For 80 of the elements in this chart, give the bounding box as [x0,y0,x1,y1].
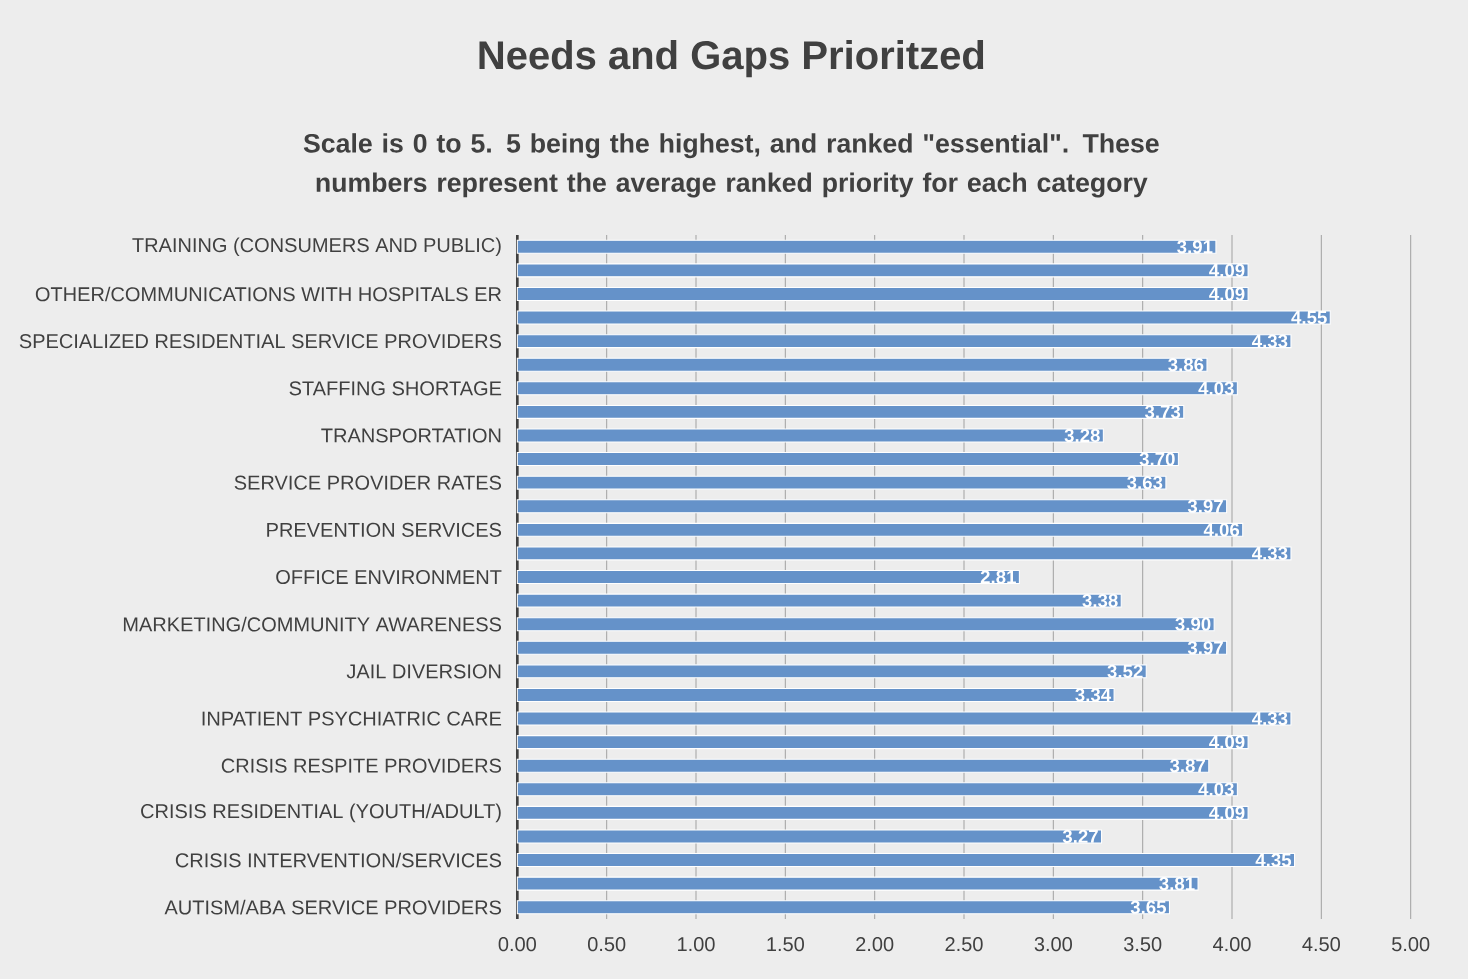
bar [516,452,1179,467]
y-tick-label: CRISIS INTERVENTION/SERVICES [175,852,502,868]
y-tick-label: TRANSPORTATION [321,428,501,443]
data-label: 3.38 [1082,593,1118,608]
data-label: 4.09 [1209,263,1245,277]
bar [516,499,1228,514]
data-label: 3.86 [1168,358,1204,372]
y-tick-label: JAIL DIVERSION [346,664,501,679]
data-label: 4.03 [1198,381,1234,395]
bar [516,381,1238,396]
bar [516,239,1217,254]
bar [516,404,1185,419]
y-tick-label: OTHER/COMMUNICATIONS WITH HOSPITALS ER [35,286,502,302]
bar [516,853,1296,868]
y-tick-label: SERVICE PROVIDER RATES [234,475,502,490]
y-tick-label: TRAINING (CONSUMERS AND PUBLIC) [132,237,501,257]
data-label: 4.06 [1203,523,1240,537]
bar [516,687,1115,702]
bar [516,546,1292,561]
x-tick-label: 3.00 [1034,937,1072,952]
bar [516,475,1167,490]
y-tick-label: OFFICE ENVIRONMENT [276,569,502,585]
data-label: 3.91 [1177,240,1213,254]
bar [516,664,1147,679]
x-tick-label: 2.00 [856,937,894,952]
bar [516,782,1238,797]
bar [516,593,1122,608]
y-tick-label: PREVENTION SERVICES [267,522,502,537]
bar [516,286,1249,301]
bar [516,711,1292,726]
bar [516,876,1199,891]
data-label: 4.03 [1198,782,1234,796]
x-tick-label: 1.50 [767,937,804,952]
y-tick-label: AUTISM/ABA SERVICE PROVIDERS [164,899,502,915]
chart-subtitle: Scale is 0 to 5. 5 being the highest, and ranked "essential". These numbers represent the average ranked priority for each category [303,133,1159,198]
y-tick-label: CRISIS RESIDENTIAL (YOUTH/ADULT) [141,803,501,823]
bar [516,640,1228,655]
y-tick-label: SPECIALIZED RESIDENTIAL SERVICE PROVIDERS [19,334,502,349]
bar [516,428,1104,443]
bar [516,334,1292,349]
y-tick-label: MARKETING/COMMUNITY AWARENESS [123,616,502,632]
bar [516,735,1249,750]
x-tick-label: 1.00 [678,937,715,952]
data-label: 3.81 [1159,876,1195,891]
data-label: 3.27 [1062,829,1098,844]
x-tick-label: 4.00 [1213,937,1251,952]
x-tick-label: 5.00 [1392,937,1430,952]
bar [516,310,1331,325]
bar [516,263,1249,278]
data-label: 4.33 [1251,711,1288,726]
data-label: 3.97 [1187,641,1223,655]
data-label: 3.52 [1107,664,1143,678]
data-label: 3.34 [1075,688,1112,702]
data-label: 3.28 [1064,428,1100,443]
x-tick-label: 0.00 [498,937,536,952]
bar [516,758,1210,773]
bar [516,805,1249,820]
data-label: 4.09 [1209,806,1245,820]
x-tick-label: 2.50 [945,937,983,952]
data-label: 3.70 [1139,452,1175,466]
bar [516,357,1208,372]
data-label: 3.65 [1130,900,1167,914]
data-label: 3.97 [1187,499,1223,513]
x-tick-label: 3.50 [1123,937,1162,952]
x-tick-label: 0.50 [587,937,626,952]
bar [516,522,1244,537]
y-tick-label: INPATIENT PSYCHIATRIC CARE [202,711,502,726]
chart-title: Needs and Gaps Prioritzed [479,40,984,78]
bar [516,617,1215,632]
data-label: 3.87 [1169,759,1206,773]
x-tick-label: 4.50 [1302,937,1340,952]
data-label: 3.63 [1127,476,1163,490]
data-label: 3.90 [1175,617,1211,631]
y-tick-label: STAFFING SHORTAGE [289,381,502,396]
bar [516,829,1103,844]
data-label: 4.55 [1291,311,1327,325]
bar [516,900,1171,915]
y-tick-label: CRISIS RESPITE PROVIDERS [221,758,502,773]
bar [516,569,1020,585]
data-label: 4.33 [1251,546,1288,561]
